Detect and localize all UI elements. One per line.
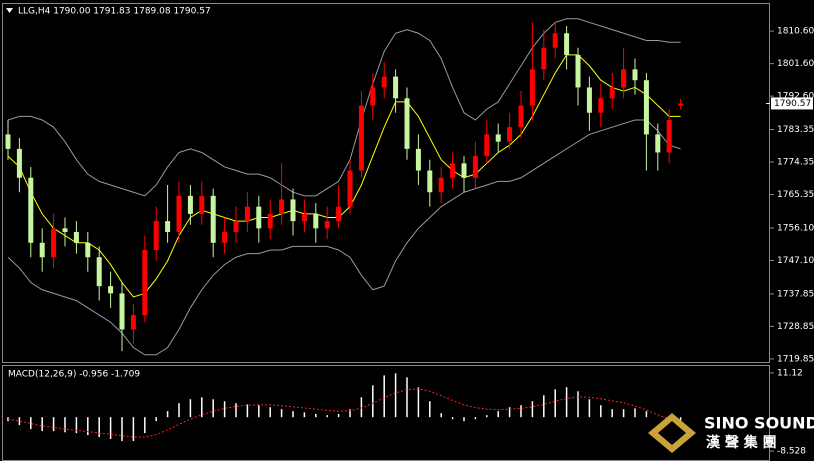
last-price-label: 1790.57 (774, 99, 811, 109)
candle-body (427, 170, 433, 193)
candle-body (301, 213, 307, 222)
y-tick-label: 1756.10 (777, 223, 814, 233)
candle-body (575, 54, 581, 88)
candle-body (279, 199, 285, 214)
candle-body (484, 134, 490, 157)
candle-body (119, 293, 125, 330)
y-tick-label: 1783.35 (777, 125, 814, 135)
candle-body (495, 134, 501, 142)
candle-body (541, 47, 547, 70)
last-price-box (771, 97, 813, 110)
candle-body (290, 199, 296, 222)
candle-body (210, 195, 216, 243)
candle-body (472, 156, 478, 178)
candle-body (336, 206, 342, 222)
y-tick-label: 1737.85 (777, 289, 814, 299)
y-tick-label: -8.528 (777, 447, 806, 457)
logo: SINO SOUND 漢 聲 集 團 (648, 413, 814, 453)
candle-body (267, 213, 273, 229)
candle-body (370, 87, 376, 106)
candle-body (643, 80, 649, 135)
macd-title: MACD(12,26,9) -0.956 -1.709 (8, 370, 140, 380)
overlay-line (7, 18, 681, 197)
candle-body (28, 177, 34, 243)
candle-body (130, 315, 136, 330)
candle-body (313, 213, 319, 229)
logo-name: SINO SOUND (704, 414, 814, 433)
signal-line (7, 388, 681, 438)
candle-body (450, 163, 456, 178)
candle-body (678, 103, 684, 106)
candle-body (222, 231, 228, 243)
candle-body (461, 163, 467, 178)
logo-subtitle: 漢 聲 集 團 (706, 434, 777, 451)
candle-body (655, 134, 661, 153)
candle-body (153, 221, 159, 251)
price-panel-frame (2, 3, 770, 363)
candle-body (199, 195, 205, 214)
y-tick-label: 1810.60 (777, 27, 814, 37)
candle-body (324, 221, 330, 229)
y-tick-label: 11.12 (777, 368, 803, 378)
candle-body (507, 127, 513, 142)
y-tick-label: 1774.35 (777, 158, 814, 168)
y-tick-label: 1719.85 (777, 354, 814, 364)
candle-body (233, 221, 239, 232)
candle-body (176, 195, 182, 232)
y-tick-label: 1792.60 (777, 92, 814, 102)
candle-body (552, 33, 558, 48)
candle-body (62, 228, 68, 232)
candle-body (187, 195, 193, 214)
candle-body (358, 105, 364, 171)
price-title: LLG,H4 1790.00 1791.83 1789.08 1790.57 (18, 7, 211, 17)
candle-body (404, 98, 410, 149)
candle-body (142, 250, 148, 316)
candle-body (415, 148, 421, 171)
candle-body (256, 206, 262, 229)
y-tick-label: 1801.60 (777, 59, 814, 69)
y-tick-label: 1747.10 (777, 256, 814, 266)
candle-body (85, 242, 91, 258)
logo-inner (658, 421, 686, 445)
candle-body (381, 76, 387, 88)
candle-body (96, 257, 102, 287)
candle-body (347, 170, 353, 207)
candle-body (518, 105, 524, 128)
menu-marker (6, 8, 13, 13)
candle-body (165, 221, 171, 232)
candle-body (108, 286, 114, 294)
candle-body (16, 148, 22, 178)
candle-body (586, 87, 592, 113)
candle-body (5, 134, 11, 149)
candle-body (666, 119, 672, 153)
overlay-line (7, 119, 681, 356)
y-tick-label: 1765.35 (777, 190, 814, 200)
candle-body (564, 33, 570, 55)
candle-body (51, 228, 57, 258)
candle-body (73, 231, 79, 243)
candle-body (438, 177, 444, 193)
y-tick-label: 1728.85 (777, 322, 814, 332)
candle-body (621, 69, 627, 88)
candle-body (393, 76, 399, 99)
candle-body (244, 206, 250, 222)
candle-body (39, 242, 45, 258)
candle-body (529, 69, 535, 106)
candle-body (598, 98, 604, 113)
candle-body (632, 69, 638, 81)
candle-body (609, 87, 615, 99)
